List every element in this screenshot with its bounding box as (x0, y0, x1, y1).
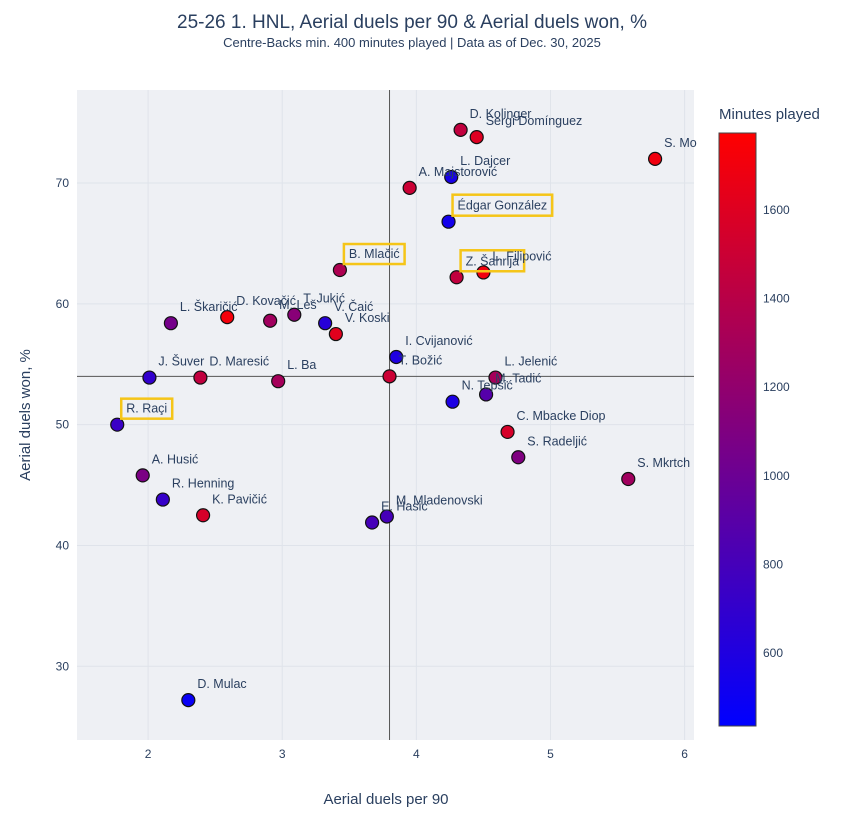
highlight-box (119, 397, 174, 420)
data-point[interactable] (453, 122, 468, 137)
point-label: K. Pavičić (212, 492, 267, 506)
point-label: D. Mulac (197, 677, 246, 691)
point-label: N. Tepšić (462, 379, 513, 393)
highlight-box (459, 249, 526, 273)
point-label: S. Radeljić (527, 434, 587, 448)
point-label: B. Mlačić (349, 247, 400, 261)
colorbar-tick-label: 1400 (763, 292, 790, 306)
point-label: A. Husić (152, 452, 199, 466)
chart-title: 25-26 1. HNL, Aerial duels per 90 & Aeri… (177, 12, 647, 33)
point-label: M. Mladenovski (396, 493, 483, 507)
data-point[interactable] (318, 316, 333, 331)
y-tick-label: 40 (56, 538, 70, 552)
colorbar-tick-label: 1200 (763, 380, 790, 394)
data-point[interactable] (271, 374, 286, 389)
data-point[interactable] (444, 169, 459, 185)
y-tick-label: 30 (56, 659, 70, 673)
x-tick-label: 4 (413, 747, 420, 761)
point-label: R. Henning (172, 477, 235, 491)
data-point[interactable] (379, 509, 394, 524)
data-point[interactable] (500, 424, 515, 440)
point-label: L. Jelenić (504, 355, 557, 369)
point-label: D. Maresić (209, 355, 269, 369)
point-label: Édgar González (458, 198, 548, 213)
colorbar-tick-label: 1600 (763, 203, 790, 217)
colorbar-tick-label: 800 (763, 557, 783, 571)
point-label: E. Hasić (381, 500, 428, 514)
x-tick-label: 3 (279, 747, 286, 761)
point-label: T. Božić (399, 353, 443, 367)
colorbar-tick-label: 600 (763, 646, 783, 660)
data-point[interactable] (402, 180, 417, 195)
x-axis-ticks: 2 3 4 5 6 (145, 747, 689, 761)
point-label: V. Čaić (334, 299, 373, 314)
point-label: I. Cvijanović (405, 334, 472, 348)
x-tick-label: 6 (681, 747, 688, 761)
colorbar-tick-label: 1000 (763, 469, 790, 483)
data-point[interactable] (155, 492, 170, 507)
point-label: A. Majstorović (419, 165, 498, 179)
data-point[interactable] (382, 369, 397, 384)
point-label: M. Leš (279, 298, 317, 312)
data-point[interactable] (287, 307, 302, 322)
x-tick-label: 2 (145, 747, 152, 761)
data-point[interactable] (648, 151, 663, 166)
y-tick-label: 60 (56, 297, 70, 311)
y-tick-label: 50 (56, 418, 70, 432)
data-point[interactable] (332, 262, 347, 278)
data-point[interactable] (220, 310, 235, 325)
highlight-box (451, 193, 554, 217)
points (110, 122, 663, 708)
data-point[interactable] (389, 349, 404, 365)
point-label: L. Dajcer (460, 154, 510, 168)
highlight-box (342, 242, 406, 266)
data-point[interactable] (488, 370, 503, 385)
y-axis-title: Aerial duels won, % (17, 349, 34, 481)
x-axis-title: Aerial duels per 90 (323, 791, 448, 808)
data-point[interactable] (478, 387, 494, 402)
data-point[interactable] (445, 394, 460, 409)
data-point[interactable] (441, 214, 456, 229)
y-tick-label: 70 (56, 176, 70, 190)
data-point[interactable] (135, 468, 150, 483)
data-point[interactable] (364, 515, 380, 530)
data-point[interactable] (142, 370, 157, 385)
point-label: T. Jukić (303, 292, 345, 306)
point-label: S. Mo (664, 136, 697, 150)
point-label: V. Koski (345, 311, 390, 325)
colorbar-title: Minutes played (719, 106, 820, 123)
data-point[interactable] (263, 313, 278, 328)
data-point[interactable] (110, 417, 125, 432)
point-label: Z. Šahrija (466, 253, 520, 268)
point-label: C. Mbacke Diop (517, 409, 606, 423)
point-label: R. Raçi (126, 402, 167, 416)
data-point[interactable] (163, 316, 178, 331)
point-label: Sergi Domínguez (486, 114, 583, 128)
point-label: D. Kolinger (470, 107, 532, 121)
point-label: L. Škaričić (180, 299, 238, 314)
y-axis-ticks: 30 40 50 60 70 (56, 176, 70, 673)
point-label: D. Kovačić (236, 294, 296, 308)
x-tick-label: 5 (547, 747, 554, 761)
data-point[interactable] (449, 270, 464, 285)
point-label: L. Filipović (492, 249, 551, 263)
data-point[interactable] (469, 130, 484, 145)
data-point[interactable] (193, 370, 208, 385)
data-point[interactable] (621, 471, 636, 487)
colorbar (718, 132, 757, 727)
data-point[interactable] (511, 450, 526, 465)
data-point[interactable] (181, 693, 196, 708)
point-label: L. Ba (287, 358, 316, 372)
point-label: M. Tadić (495, 371, 541, 385)
chart-subtitle: Centre-Backs min. 400 minutes played | D… (223, 35, 601, 50)
gridlines (77, 90, 694, 740)
data-point[interactable] (328, 326, 343, 342)
plot-area (77, 90, 694, 740)
point-label: S. Mkrtch (637, 456, 690, 470)
data-point[interactable] (195, 508, 211, 523)
point-label: J. Šuver (158, 354, 204, 369)
colorbar-ticks: 600 800 1000 1200 1400 1600 (763, 203, 790, 660)
